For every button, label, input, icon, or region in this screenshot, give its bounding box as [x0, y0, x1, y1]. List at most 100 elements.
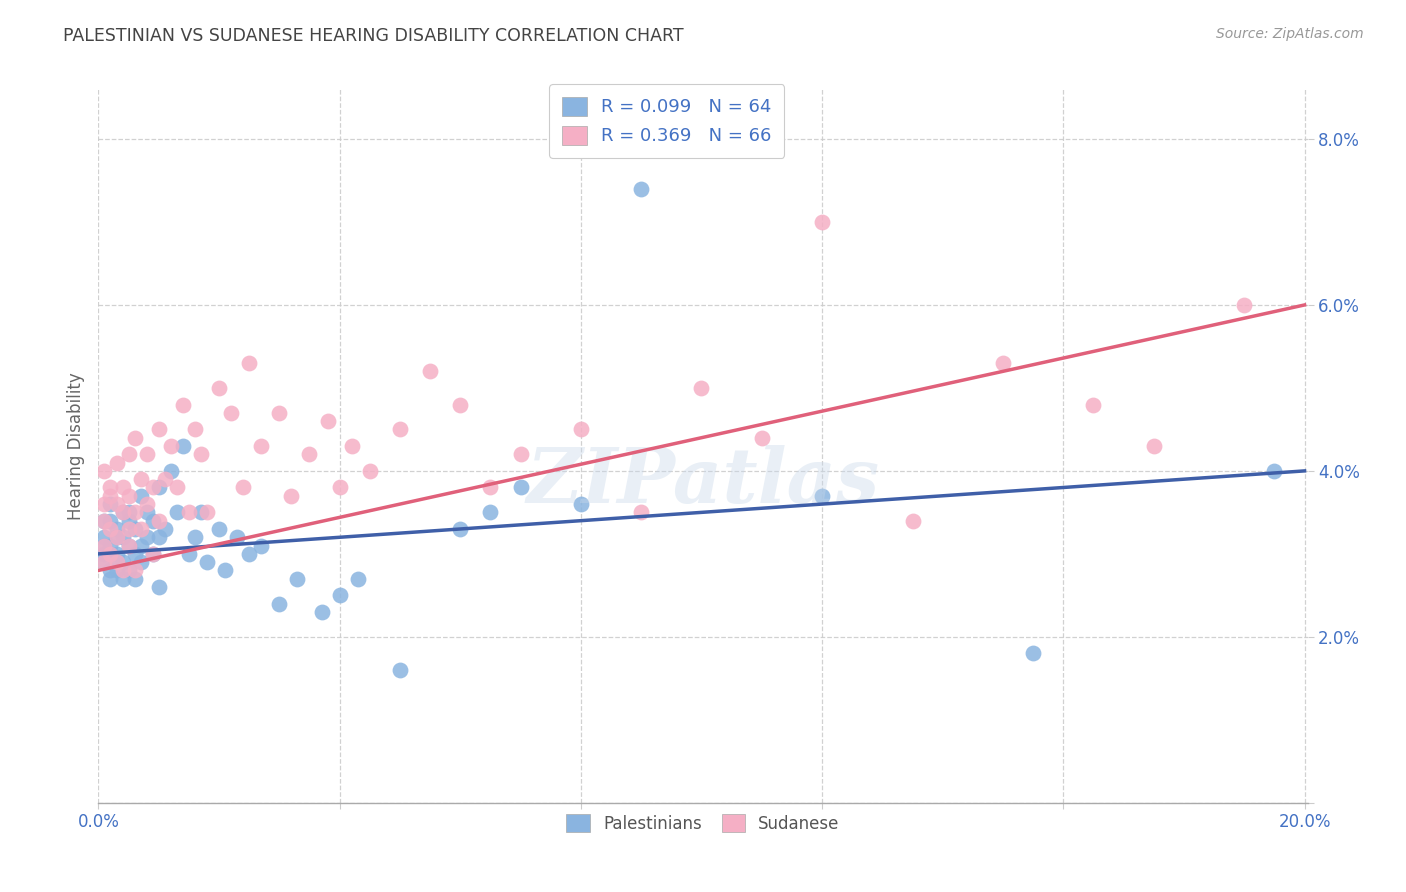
Point	[195, 505, 218, 519]
Point	[100, 489, 122, 503]
Point	[991, 356, 1014, 370]
Point	[269, 406, 291, 420]
Point	[359, 464, 381, 478]
Point	[111, 572, 134, 586]
Point	[238, 547, 260, 561]
Point	[135, 505, 157, 519]
Point	[93, 555, 115, 569]
Point	[93, 497, 115, 511]
Point	[117, 505, 139, 519]
Point	[449, 522, 471, 536]
Point	[105, 530, 128, 544]
Point	[142, 514, 165, 528]
Point	[751, 431, 773, 445]
Point	[105, 547, 128, 561]
Point	[1263, 464, 1285, 478]
Point	[159, 464, 181, 478]
Point	[811, 489, 834, 503]
Point	[1233, 298, 1256, 312]
Point	[1143, 439, 1166, 453]
Point	[93, 555, 115, 569]
Point	[105, 497, 128, 511]
Point	[100, 514, 122, 528]
Point	[105, 530, 128, 544]
Point	[93, 539, 115, 553]
Point	[901, 514, 924, 528]
Point	[311, 605, 333, 619]
Point	[142, 547, 165, 561]
Point	[105, 555, 128, 569]
Point	[238, 356, 260, 370]
Point	[124, 547, 146, 561]
Point	[153, 522, 176, 536]
Point	[105, 555, 128, 569]
Point	[111, 555, 134, 569]
Point	[226, 530, 249, 544]
Point	[124, 564, 146, 578]
Point	[172, 397, 194, 411]
Point	[166, 505, 188, 519]
Point	[172, 439, 194, 453]
Point	[100, 522, 122, 536]
Point	[117, 564, 139, 578]
Point	[93, 547, 115, 561]
Point	[1083, 397, 1105, 411]
Point	[129, 539, 152, 553]
Point	[280, 489, 302, 503]
Point	[177, 547, 200, 561]
Point	[184, 530, 207, 544]
Y-axis label: Hearing Disability: Hearing Disability	[66, 372, 84, 520]
Point	[117, 539, 139, 553]
Point	[117, 539, 139, 553]
Point	[208, 381, 231, 395]
Point	[569, 497, 592, 511]
Point	[93, 530, 115, 544]
Point	[479, 505, 502, 519]
Point	[100, 572, 122, 586]
Point	[100, 497, 122, 511]
Point	[135, 530, 157, 544]
Point	[190, 447, 212, 461]
Point	[135, 447, 157, 461]
Point	[111, 564, 134, 578]
Point	[129, 522, 152, 536]
Point	[100, 547, 122, 561]
Point	[129, 555, 152, 569]
Point	[316, 414, 339, 428]
Point	[142, 547, 165, 561]
Point	[195, 555, 218, 569]
Point	[111, 505, 134, 519]
Point	[93, 514, 115, 528]
Point	[630, 182, 652, 196]
Point	[135, 497, 157, 511]
Point	[117, 522, 139, 536]
Point	[100, 564, 122, 578]
Point	[811, 215, 834, 229]
Point	[329, 588, 352, 602]
Point	[388, 422, 411, 436]
Point	[148, 580, 170, 594]
Point	[419, 364, 441, 378]
Point	[117, 514, 139, 528]
Point	[269, 597, 291, 611]
Point	[329, 481, 352, 495]
Point	[117, 447, 139, 461]
Point	[111, 481, 134, 495]
Point	[100, 481, 122, 495]
Point	[569, 422, 592, 436]
Point	[124, 431, 146, 445]
Point	[93, 514, 115, 528]
Point	[100, 539, 122, 553]
Point	[509, 481, 531, 495]
Point	[250, 539, 273, 553]
Point	[105, 522, 128, 536]
Point	[159, 439, 181, 453]
Point	[93, 539, 115, 553]
Point	[148, 481, 170, 495]
Text: Source: ZipAtlas.com: Source: ZipAtlas.com	[1216, 27, 1364, 41]
Point	[117, 489, 139, 503]
Point	[148, 514, 170, 528]
Point	[105, 564, 128, 578]
Point	[208, 522, 231, 536]
Point	[100, 547, 122, 561]
